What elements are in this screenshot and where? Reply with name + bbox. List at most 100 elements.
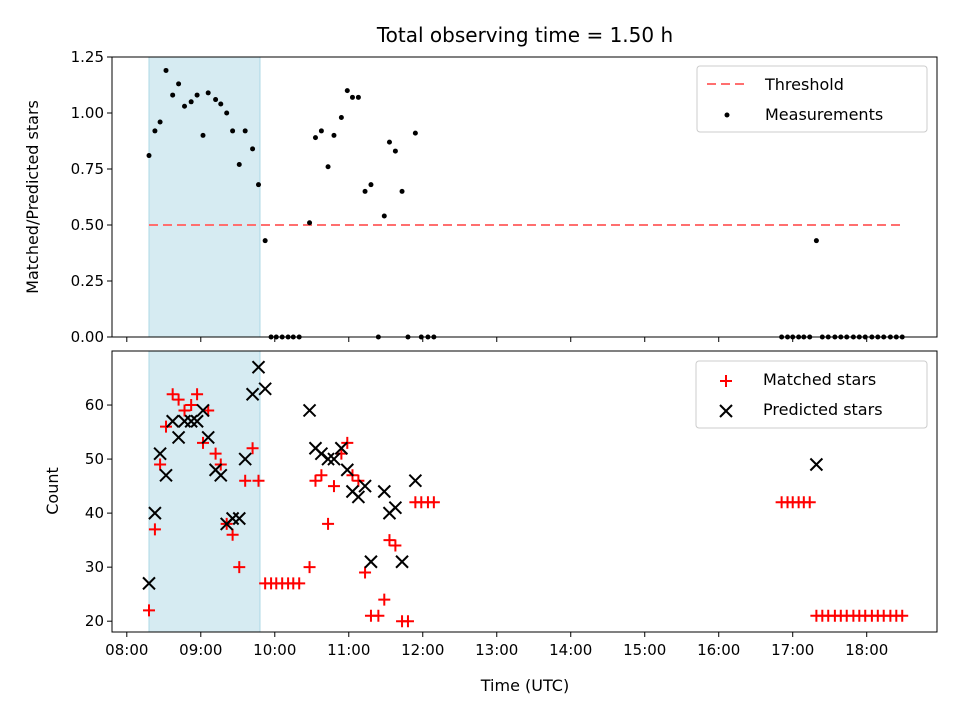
- matched-stars-point: [191, 388, 204, 401]
- measurement-point: [325, 164, 331, 170]
- measurement-point: [412, 130, 418, 136]
- matched-stars-point: [427, 496, 440, 509]
- x-tick-label: 08:00: [105, 641, 148, 659]
- measurement-point: [163, 67, 169, 73]
- count-y-tick-label: 30: [85, 558, 104, 576]
- ratio-y-tick-label: 1.25: [71, 48, 104, 66]
- matched-stars-point: [239, 474, 252, 487]
- ratio-legend-box: [696, 65, 928, 133]
- ratio-legend: Threshold Measurements: [696, 65, 928, 133]
- measurement-point: [331, 132, 337, 138]
- count-y-axis-label: Count: [43, 467, 62, 515]
- measurement-point: [224, 110, 230, 116]
- measurement-point: [236, 162, 242, 168]
- ratio-panel-frame: [111, 56, 938, 338]
- predicted-stars-point: [377, 484, 391, 499]
- ratio-y-tick-label: 0.50: [71, 216, 104, 234]
- measurement-point: [349, 94, 355, 100]
- predicted-stars-point: [364, 555, 378, 569]
- matched-stars-point: [209, 447, 222, 460]
- matched-stars-point: [178, 404, 191, 417]
- matched-stars-point: [315, 469, 328, 482]
- predicted-stars-point: [159, 468, 173, 482]
- x-tick-label: 18:00: [845, 641, 888, 659]
- predicted-stars-point: [148, 506, 162, 520]
- x-tick-label: 10:00: [253, 641, 296, 659]
- measurement-point: [256, 182, 262, 188]
- measurement-point: [157, 119, 163, 125]
- predicted-stars-point: [201, 430, 215, 445]
- measurement-point: [218, 101, 224, 107]
- measurement-point: [152, 128, 158, 134]
- x-tick-label: 15:00: [623, 641, 666, 659]
- measurement-point: [344, 88, 350, 94]
- predicted-stars-point: [334, 441, 349, 455]
- x-tick-label: 09:00: [179, 641, 222, 659]
- ratio-y-tick-label: 0.00: [71, 328, 104, 346]
- matched-stars-point: [172, 393, 185, 406]
- matched-stars-point: [148, 523, 161, 536]
- predicted-stars-point: [171, 430, 186, 445]
- measurement-point: [399, 188, 405, 194]
- x-tick-label: 11:00: [327, 641, 370, 659]
- predicted-stars-point: [251, 360, 266, 374]
- predicted-stars-point: [388, 501, 403, 515]
- predicted-stars-point: [165, 414, 180, 428]
- matched-stars-point: [352, 474, 365, 487]
- measurement-point: [205, 90, 211, 96]
- legend-predicted-label: Predicted stars: [763, 400, 883, 419]
- predicted-stars-point: [351, 490, 366, 504]
- predicted-stars-point: [327, 452, 341, 466]
- legend-predicted-swatch: [719, 404, 733, 418]
- ratio-panel: 0.00 0.25 0.50 0.75 1.00 1.25 Matched/Predict…: [23, 48, 938, 346]
- predicted-stars-point: [153, 446, 167, 461]
- x-tick-label: 14:00: [549, 641, 592, 659]
- matched-stars-point: [322, 517, 335, 530]
- predicted-stars-point: [321, 452, 335, 466]
- measurement-point: [386, 139, 392, 145]
- matched-stars-point: [226, 528, 239, 541]
- matched-stars-point: [359, 566, 372, 579]
- matched-stars-point: [389, 539, 402, 552]
- predicted-stars-point: [245, 387, 260, 401]
- matched-stars-point: [166, 388, 179, 401]
- count-y-tick-label: 40: [85, 504, 104, 522]
- count-y-tick-label: 60: [85, 396, 104, 414]
- count-y-tick-label: 20: [85, 612, 104, 630]
- measurement-point: [176, 81, 182, 87]
- matched-stars-point: [372, 609, 385, 622]
- count-legend-box: [695, 360, 928, 429]
- chart-title: Total observing time = 1.50 h: [376, 23, 673, 47]
- x-tick-label: 17:00: [771, 641, 814, 659]
- measurement-point: [392, 148, 398, 154]
- x-tick-label: 13:00: [475, 641, 518, 659]
- predicted-stars-point: [395, 555, 409, 569]
- measurement-point: [213, 97, 219, 103]
- count-panel-frame: [111, 350, 938, 633]
- measurement-point: [312, 135, 318, 141]
- observing-window-span-bottom: [148, 350, 261, 633]
- predicted-stars-point: [190, 414, 204, 428]
- matched-stars-point: [896, 609, 909, 622]
- predicted-stars-point: [196, 403, 210, 418]
- ratio-y-tick-label: 0.75: [71, 160, 104, 178]
- matched-stars-point: [160, 420, 173, 433]
- measurement-point: [194, 92, 200, 98]
- measurement-point: [338, 114, 344, 120]
- predicted-stars-point: [408, 473, 423, 488]
- observing-window-span: [148, 56, 261, 338]
- matched-stars-point: [303, 561, 316, 574]
- measurement-point: [250, 146, 256, 152]
- measurement-point: [182, 103, 188, 109]
- matched-stars-point: [309, 474, 322, 487]
- x-tick-label: 16:00: [697, 641, 740, 659]
- measurement-point: [307, 220, 313, 226]
- ratio-y-tick-label: 0.25: [71, 272, 104, 290]
- measurement-point: [381, 213, 387, 219]
- legend-threshold-label: Threshold: [764, 75, 844, 94]
- legend-measurements-swatch: [724, 112, 730, 118]
- predicted-stars-point: [258, 382, 272, 396]
- measurement-point: [362, 188, 368, 194]
- matched-stars-point: [233, 561, 246, 574]
